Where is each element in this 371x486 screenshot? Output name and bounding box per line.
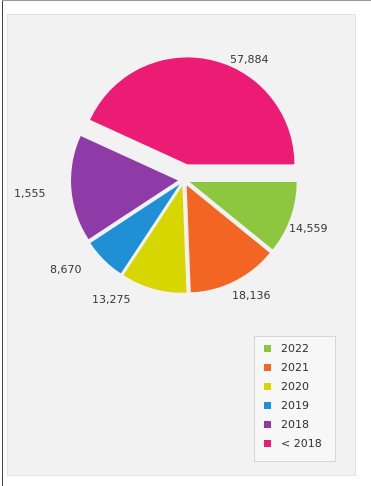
legend-label: 2020 [281, 380, 309, 393]
window-top-border [2, 0, 371, 1]
window-left-border [2, 0, 3, 486]
data-label-2019: 8,670 [50, 263, 82, 276]
legend-item-2021: 2021 [264, 360, 309, 375]
pie-slice-2022 [189, 182, 297, 250]
data-label-2021: 18,136 [232, 289, 271, 302]
legend-label: 2022 [281, 342, 309, 355]
data-label-2018: 1,555 [14, 187, 46, 200]
legend-item-2022: 2022 [264, 341, 309, 356]
legend-swatch [264, 383, 271, 390]
legend-item-2020: 2020 [264, 379, 309, 394]
legend-label: < 2018 [281, 437, 322, 450]
legend-item-2018: 2018 [264, 417, 309, 432]
pie-slice-2018 [90, 57, 295, 165]
pie-slice-2019 [90, 184, 180, 274]
legend-swatch [264, 345, 271, 352]
legend-label: 2021 [281, 361, 309, 374]
legend-swatch [264, 402, 271, 409]
data-label-2022: 14,559 [289, 222, 328, 235]
pie-slice-2018 [71, 135, 179, 240]
pie-slices [71, 57, 297, 293]
legend-swatch [264, 421, 271, 428]
data-label-lt2018: 57,884 [230, 53, 269, 66]
chart-legend: 2022 2021 2020 2019 2018 < 2018 [254, 336, 336, 462]
legend-swatch [264, 440, 271, 447]
legend-label: 2019 [281, 399, 309, 412]
legend-item-2019: 2019 [264, 398, 309, 413]
pie-slice-2021 [186, 185, 270, 293]
pie-slice-2020 [123, 185, 187, 293]
data-label-2020: 13,275 [92, 293, 131, 306]
legend-label: 2018 [281, 418, 309, 431]
data-labels: 14,559 18,136 13,275 8,670 1,555 57,884 [14, 53, 328, 306]
legend-swatch [264, 364, 271, 371]
legend-item-lt2018: < 2018 [264, 436, 322, 451]
